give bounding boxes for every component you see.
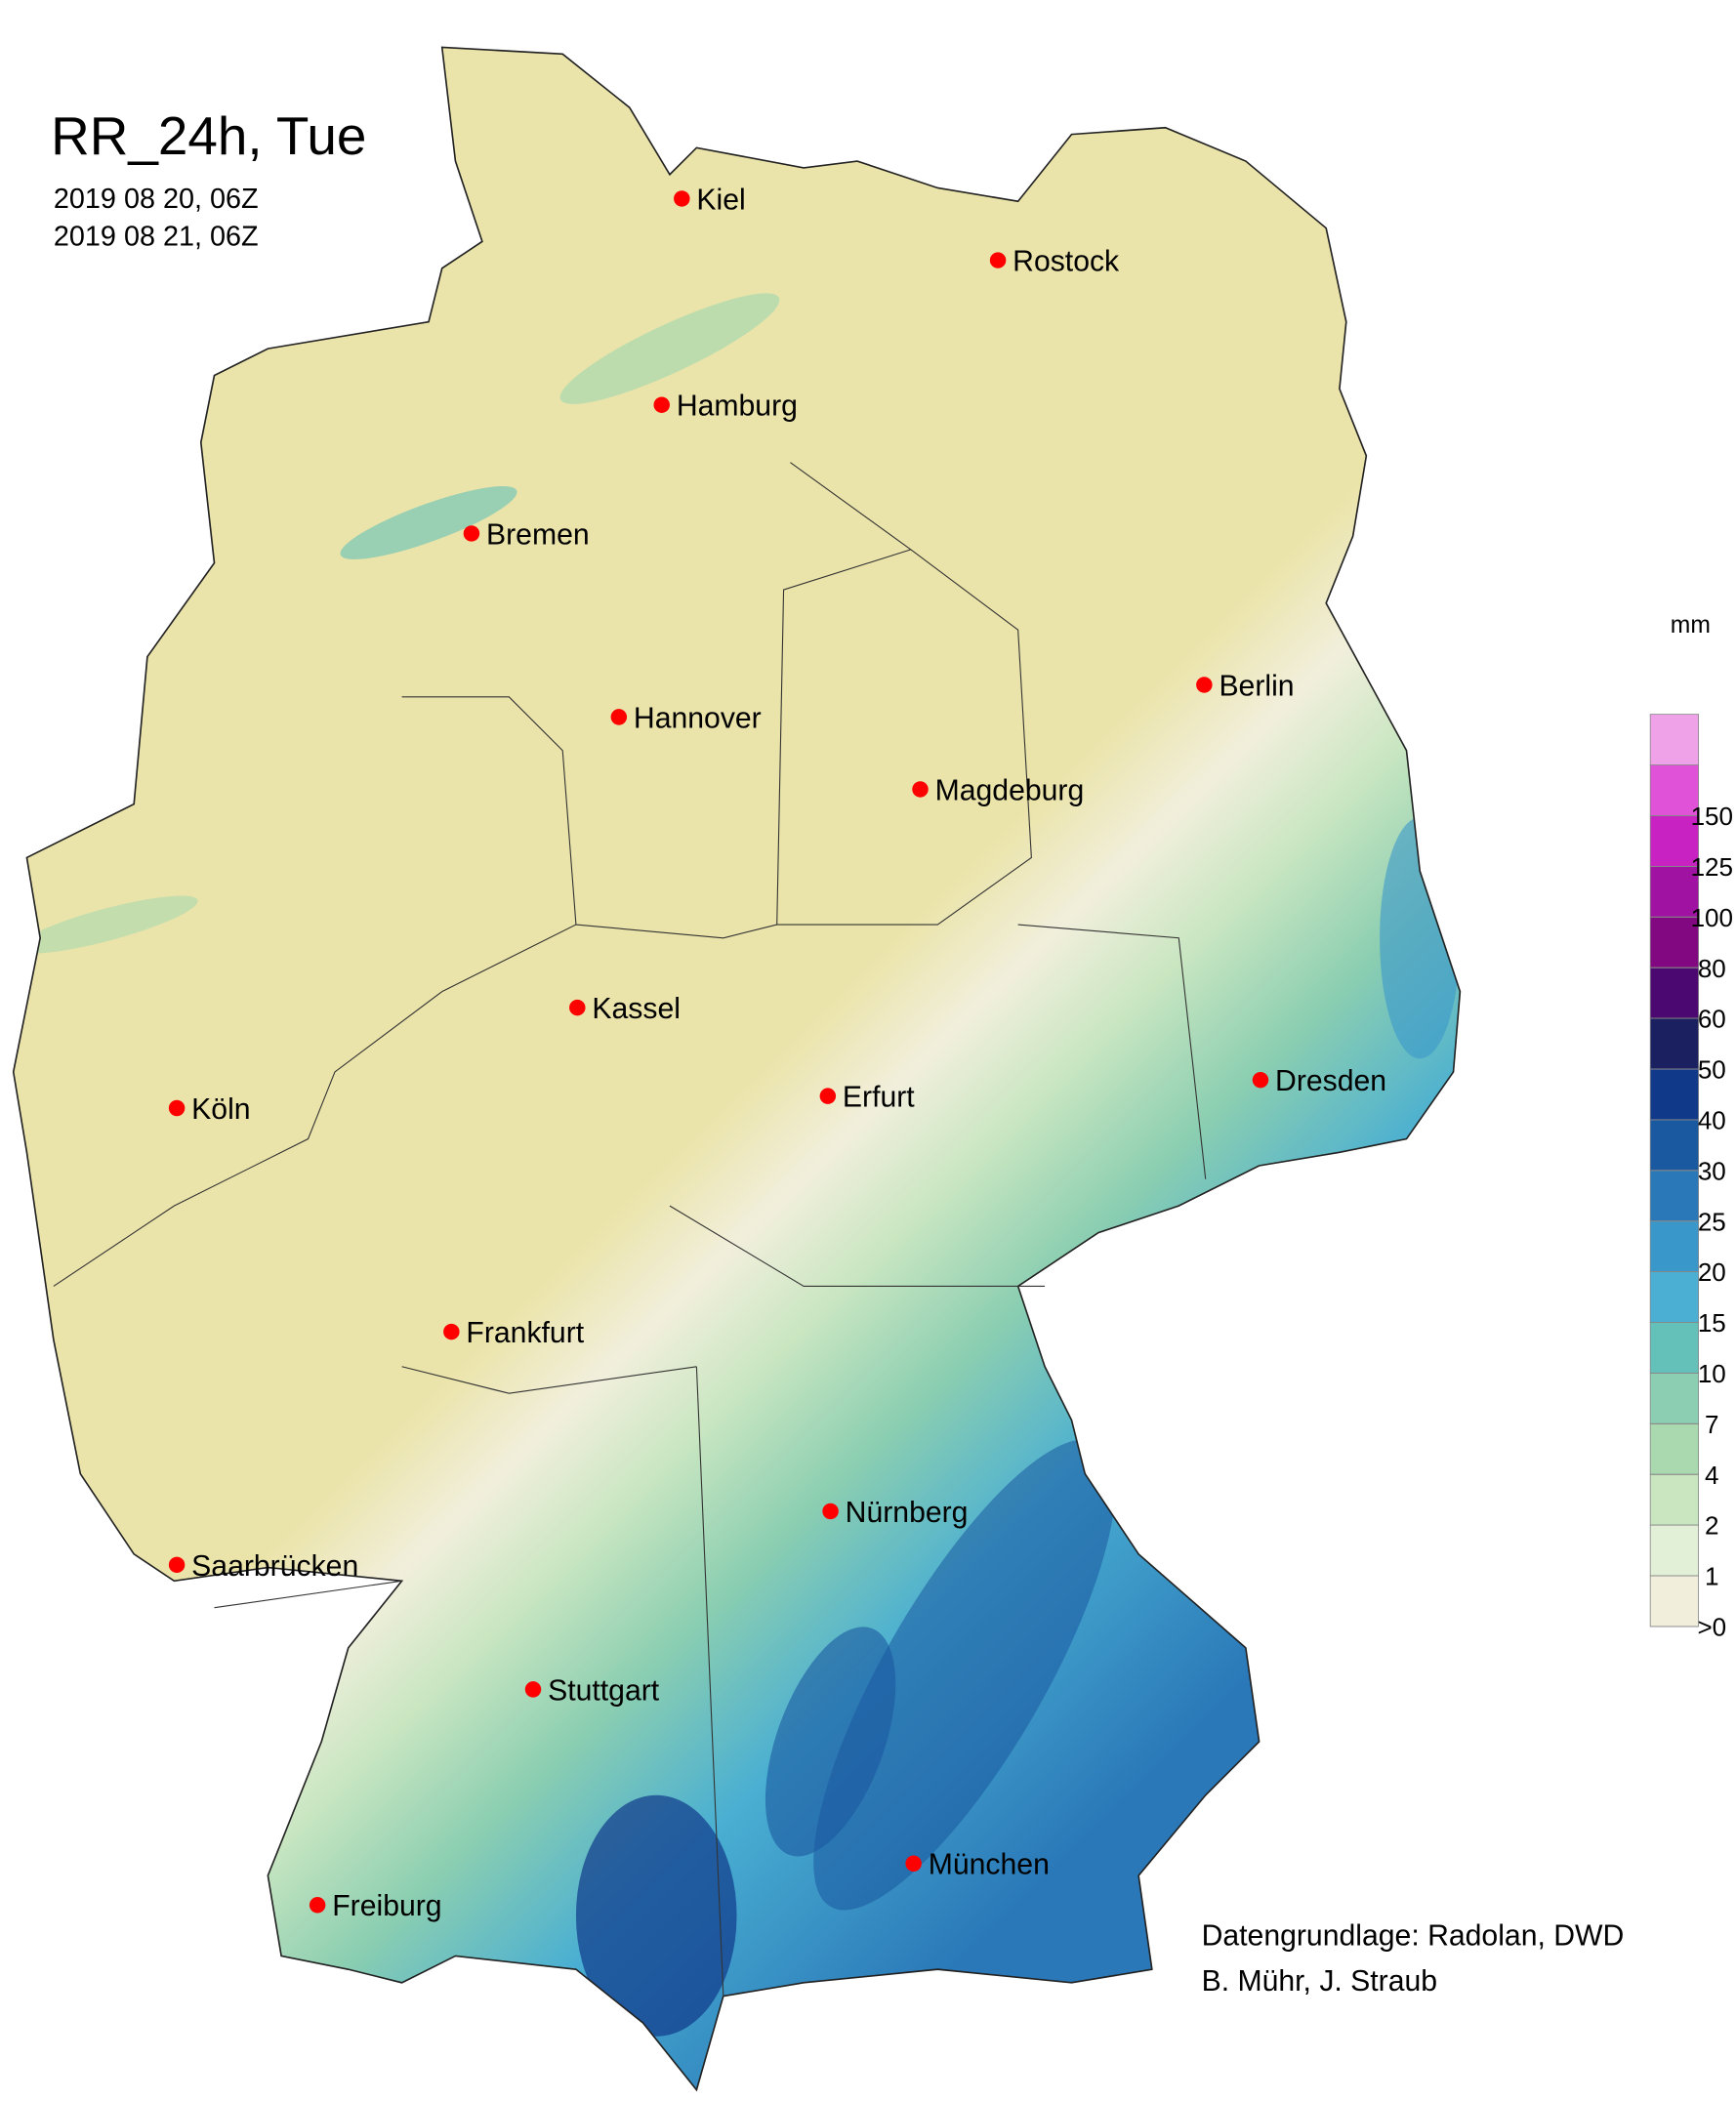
city-label: Erfurt [843, 1082, 915, 1114]
legend-swatch [1649, 1017, 1699, 1070]
city-marker [912, 781, 929, 798]
city-label: Hamburg [677, 391, 798, 423]
city-label: Bremen [486, 518, 590, 551]
credit: B. Mühr, J. Straub [1202, 1965, 1437, 1998]
city-marker [524, 1681, 542, 1698]
city-label: Rostock [1013, 246, 1120, 278]
city-marker [653, 396, 670, 413]
legend-swatch [1649, 1473, 1699, 1526]
legend-label: 125 [1691, 852, 1733, 882]
legend-label: 2 [1705, 1511, 1719, 1541]
legend-swatch [1649, 815, 1699, 867]
legend-swatch [1649, 1422, 1699, 1475]
city-label: Kiel [696, 184, 745, 216]
legend-swatch [1649, 1372, 1699, 1424]
city-label: Freiburg [332, 1890, 441, 1922]
legend-label: 4 [1705, 1461, 1719, 1490]
patch [559, 293, 780, 404]
legend-unit: mm [1671, 612, 1711, 639]
city-label: Berlin [1219, 670, 1294, 702]
city-marker [674, 190, 690, 207]
legend-label: 100 [1691, 903, 1733, 932]
rain-field [13, 47, 1461, 2090]
legend-swatch [1649, 1575, 1699, 1627]
city-marker [610, 709, 628, 725]
city-label: Köln [191, 1093, 250, 1126]
patch [765, 1627, 896, 1857]
legend-label: 40 [1698, 1105, 1726, 1134]
city-label: Saarbrücken [191, 1550, 358, 1583]
legend-swatch [1649, 1524, 1699, 1577]
credit: Datengrundlage: Radolan, DWD [1202, 1919, 1625, 1952]
period-end: 2019 08 21, 06Z [54, 221, 259, 252]
city-marker [905, 1855, 922, 1872]
legend-label: 50 [1698, 1055, 1726, 1085]
city-marker [989, 252, 1007, 268]
legend-swatch [1649, 967, 1699, 1019]
city-label: Hannover [634, 702, 762, 734]
patch [16, 895, 198, 954]
period-start: 2019 08 20, 06Z [54, 184, 259, 215]
legend-label: 10 [1698, 1359, 1726, 1388]
legend-swatch [1649, 865, 1699, 918]
city-marker [822, 1503, 839, 1520]
city-marker [819, 1088, 837, 1104]
city-marker [1252, 1071, 1269, 1089]
legend-label: 20 [1698, 1257, 1726, 1287]
legend-swatch [1649, 1220, 1699, 1273]
border [12, 46, 1462, 2092]
map-title: RR_24h, Tue [51, 105, 366, 166]
city-label: Magdeburg [935, 774, 1085, 806]
legend-swatch [1649, 1322, 1699, 1374]
city-label: Frankfurt [466, 1317, 584, 1349]
city-marker [463, 525, 480, 542]
city-label: Stuttgart [548, 1674, 660, 1707]
legend-label: 150 [1691, 802, 1733, 831]
legend-swatch [1649, 1119, 1699, 1172]
legend-swatch [1649, 1271, 1699, 1323]
patch [813, 1439, 1116, 1911]
city-marker [168, 1099, 186, 1117]
rain-patches [16, 293, 1461, 2037]
patch [340, 485, 517, 559]
city-label: Dresden [1275, 1065, 1386, 1097]
legend-swatch [1649, 1170, 1699, 1222]
legend-label: 7 [1705, 1410, 1719, 1439]
city-label: Nürnberg [846, 1497, 969, 1529]
legend-swatch [1649, 764, 1699, 816]
patch [1380, 817, 1461, 1059]
legend-label: 25 [1698, 1207, 1726, 1236]
city-label: Kassel [592, 993, 681, 1025]
city-marker [569, 999, 586, 1016]
legend-swatch [1649, 1068, 1699, 1121]
patch [575, 1794, 737, 2037]
city-label: München [929, 1849, 1050, 1881]
legend-label: 30 [1698, 1156, 1726, 1185]
city-marker [309, 1897, 326, 1914]
state-borders [53, 462, 1207, 1997]
city-marker [1196, 677, 1213, 693]
legend-label: 60 [1698, 1005, 1726, 1034]
city-marker [168, 1556, 186, 1574]
legend-label: 1 [1705, 1562, 1719, 1591]
legend-label: 15 [1698, 1308, 1726, 1338]
legend-label: 80 [1698, 954, 1726, 983]
legend-swatch [1649, 714, 1699, 765]
legend-label: >0 [1697, 1613, 1726, 1642]
city-marker [443, 1323, 460, 1340]
